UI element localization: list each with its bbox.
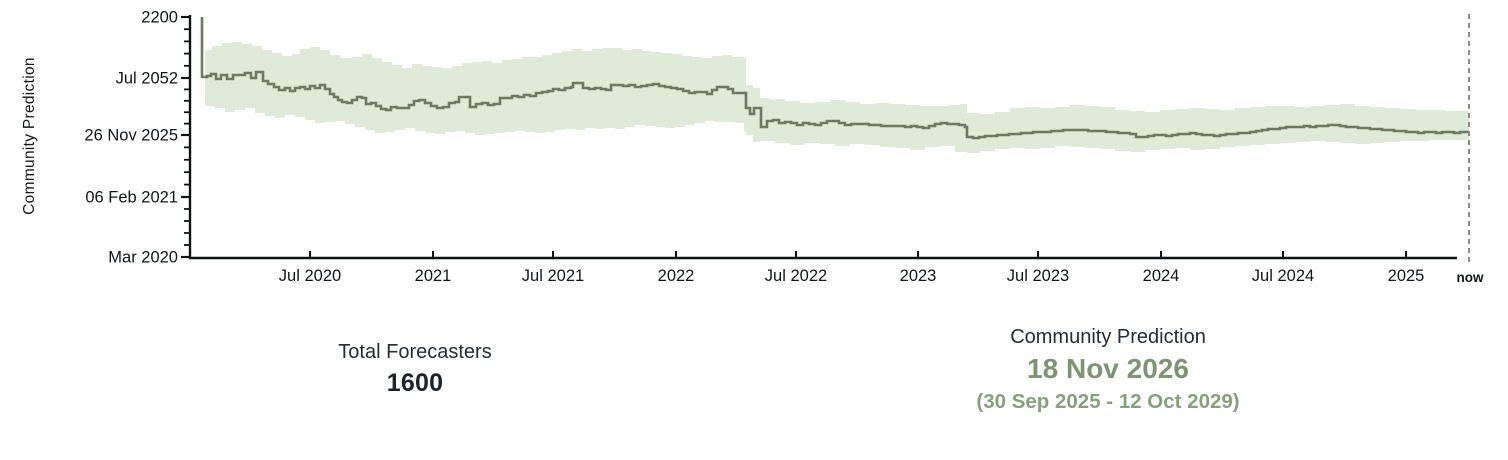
community-prediction-label: Community Prediction <box>1010 326 1206 348</box>
x-tick-label: 2021 <box>415 267 452 285</box>
community-prediction-chart: Community Prediction 2200 Jul 2052 26 Nov … <box>21 9 1484 286</box>
uncertainty-band <box>205 42 1469 153</box>
x-tick-label: Jul 2022 <box>765 267 827 285</box>
total-forecasters-label: Total Forecasters <box>338 341 492 363</box>
community-prediction-stat: Community Prediction 18 Nov 2026 (30 Sep… <box>976 326 1239 414</box>
community-prediction-line <box>200 17 1469 140</box>
x-tick-label: 2025 <box>1388 267 1425 285</box>
total-forecasters-value: 1600 <box>386 369 444 397</box>
x-tick-label: Jul 2020 <box>279 267 341 285</box>
total-forecasters-stat: Total Forecasters 1600 <box>338 341 491 398</box>
y-axis-title: Community Prediction <box>21 57 38 215</box>
x-tick-label: 2024 <box>1143 267 1180 285</box>
community-prediction-interval: (30 Sep 2025 - 12 Oct 2029) <box>976 390 1240 413</box>
community-prediction-value: 18 Nov 2026 <box>1027 353 1189 384</box>
x-tick-label: 2023 <box>900 267 937 285</box>
y-tick-label: Jul 2052 <box>116 70 178 88</box>
y-tick-label: 06 Feb 2021 <box>85 189 178 207</box>
x-tick-label: 2022 <box>658 267 695 285</box>
forecast-timeline-svg: 2200 Jul 2052 26 Nov 2025 06 Feb 2021 Mar 20… <box>84 9 1484 286</box>
y-tick-label: Mar 2020 <box>108 249 178 267</box>
x-tick-label: Jul 2024 <box>1252 267 1314 285</box>
x-tick-label: Jul 2023 <box>1007 267 1069 285</box>
x-tick-label: Jul 2021 <box>522 267 584 285</box>
now-label: now <box>1457 270 1484 285</box>
y-tick-label: 2200 <box>141 9 178 27</box>
y-tick-label: 26 Nov 2025 <box>84 127 178 145</box>
